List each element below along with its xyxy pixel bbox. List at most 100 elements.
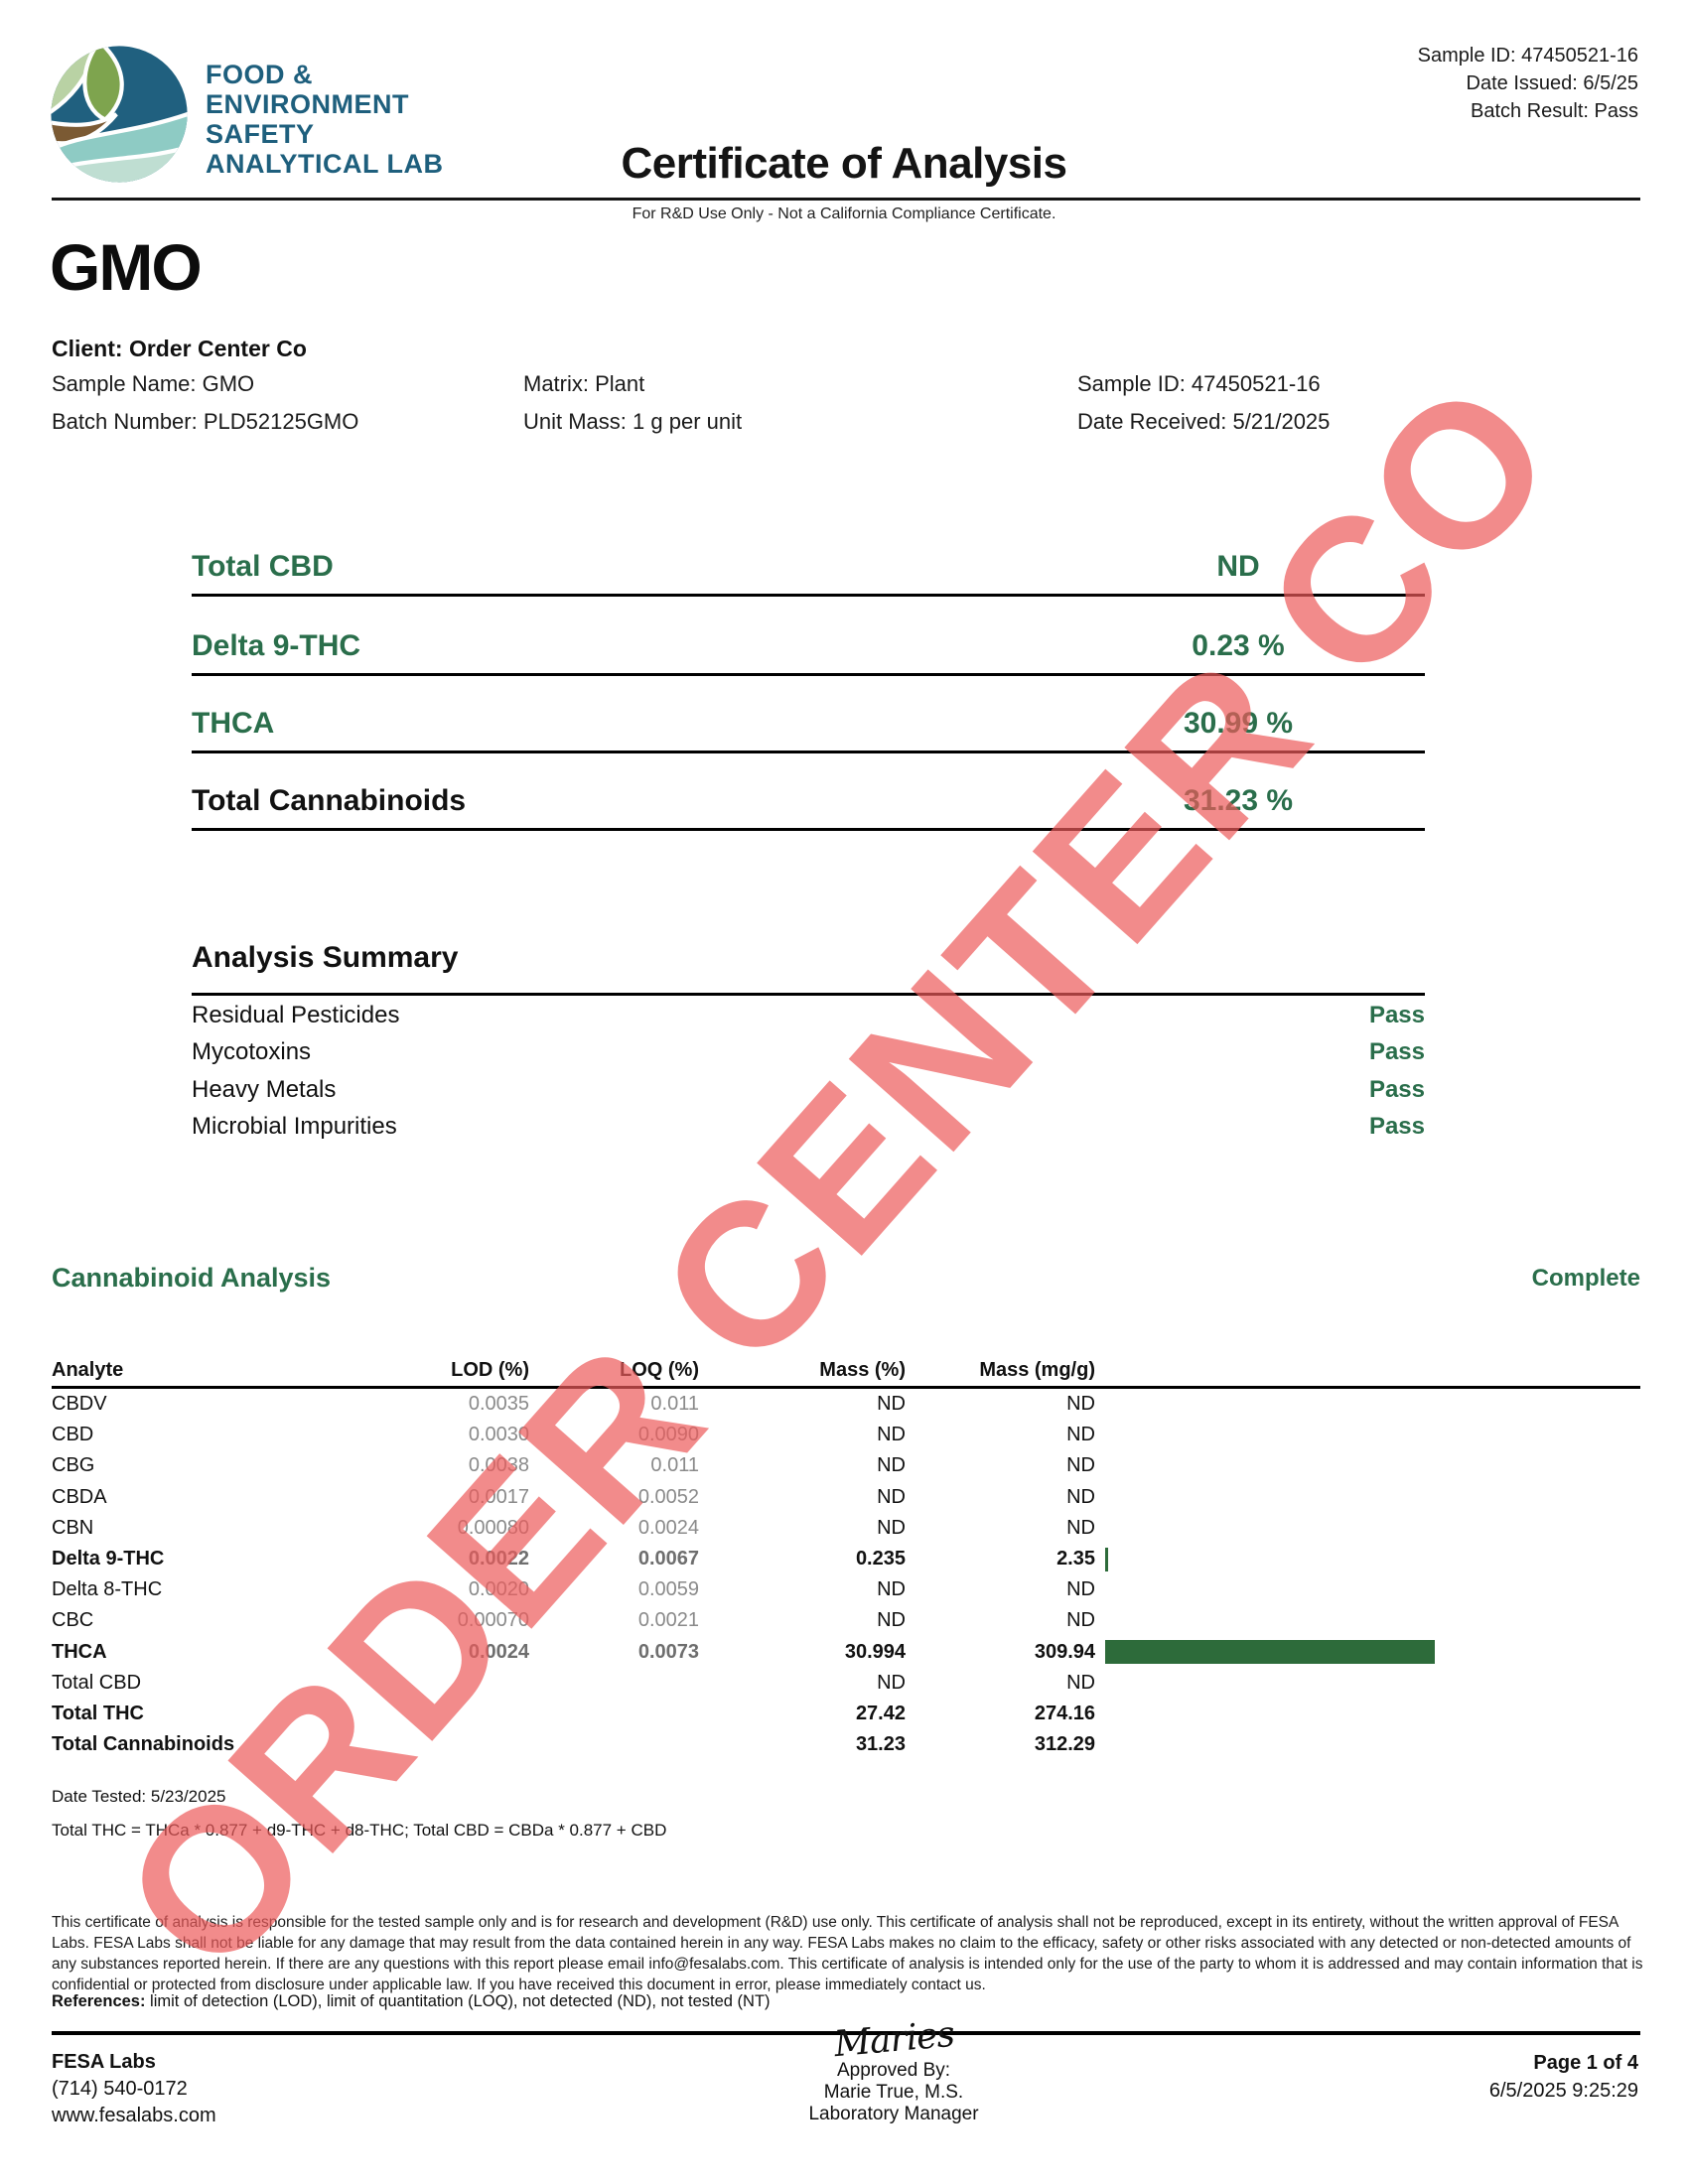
matrix: Matrix: Plant xyxy=(523,371,645,396)
mass-mgg: ND xyxy=(1066,1516,1095,1539)
mass-pct: 31.23 xyxy=(855,1733,906,1756)
mass-mgg: ND xyxy=(1066,1454,1095,1477)
lod: 0.0030 xyxy=(468,1424,529,1446)
lab-name-line: SAFETY xyxy=(206,119,315,149)
batch-number: Batch Number: PLD52125GMO xyxy=(52,409,359,434)
sample-name: Sample Name: GMO xyxy=(52,371,255,396)
table-row: Delta 8-THC 0.0020 0.0059 ND ND xyxy=(52,1574,1640,1605)
lod: 0.0024 xyxy=(468,1640,529,1663)
page-number: Page 1 of 4 xyxy=(1533,2052,1638,2074)
analyte: THCA xyxy=(52,1640,107,1663)
mass-mgg: ND xyxy=(1066,1609,1095,1632)
test-result: Pass xyxy=(1368,1113,1425,1140)
mass-mgg: ND xyxy=(1066,1671,1095,1694)
disclaimer: This certificate of analysis is responsi… xyxy=(52,1912,1680,1995)
lod: 0.0038 xyxy=(468,1454,529,1477)
cannabinoid-analysis-title: Cannabinoid Analysis xyxy=(52,1263,332,1293)
document-title: Certificate of Analysis xyxy=(621,139,1067,188)
lod: 0.00070 xyxy=(457,1609,529,1632)
mass-bar xyxy=(1105,1640,1435,1665)
table-row: CBD 0.0030 0.0090 ND ND xyxy=(52,1420,1640,1450)
footer-phone: (714) 540-0172 xyxy=(52,2078,188,2100)
document-subtitle: For R&D Use Only - Not a California Comp… xyxy=(632,205,1056,222)
table-row-total-cannabinoids: Total Cannabinoids 31.23 312.29 xyxy=(52,1729,1640,1760)
summary-value: ND xyxy=(1216,550,1260,583)
loq: 0.0073 xyxy=(637,1640,699,1663)
loq: 0.0090 xyxy=(637,1424,699,1446)
analysis-summary-divider xyxy=(192,993,1425,996)
footer-lab-name: FESA Labs xyxy=(52,2051,156,2073)
sample-id: Sample ID: 47450521-16 xyxy=(1077,371,1321,396)
analyte: Total CBD xyxy=(52,1671,142,1694)
col-loq: LOQ (%) xyxy=(620,1358,699,1381)
total-thc-formula: Total THC = THCa * 0.877 + d9-THC + d8-T… xyxy=(52,1821,667,1840)
table-row: CBG 0.0038 0.011 ND ND xyxy=(52,1450,1640,1481)
references-label: References: xyxy=(52,1992,146,2010)
mass-pct: ND xyxy=(877,1609,906,1632)
mass-mgg: ND xyxy=(1066,1393,1095,1416)
mass-mgg: 312.29 xyxy=(1034,1733,1095,1756)
analysis-summary-title: Analysis Summary xyxy=(192,941,459,974)
mass-pct: ND xyxy=(877,1424,906,1446)
references: References: limit of detection (LOD), li… xyxy=(52,1992,771,2011)
loq: 0.0067 xyxy=(637,1548,699,1570)
summary-label: Total Cannabinoids xyxy=(192,784,467,817)
fesa-lab-logo-icon xyxy=(51,46,188,183)
test-name: Residual Pesticides xyxy=(192,1002,400,1028)
lod: 0.0017 xyxy=(468,1485,529,1508)
col-lod: LOD (%) xyxy=(451,1358,529,1381)
table-header: Analyte LOD (%) LOQ (%) Mass (%) Mass (m… xyxy=(52,1354,1640,1389)
disclaimer-line: confidential or protected from disclosur… xyxy=(52,1977,986,1993)
product-name: GMO xyxy=(50,230,203,304)
footer-website: www.fesalabs.com xyxy=(52,2105,216,2126)
table-row: CBN 0.00080 0.0024 ND ND xyxy=(52,1513,1640,1544)
mass-bar xyxy=(1105,1547,1108,1571)
mass-pct: ND xyxy=(877,1578,906,1601)
test-name: Heavy Metals xyxy=(192,1076,337,1103)
footer-approval: Maries Approved By: Marie True, M.S. Lab… xyxy=(740,2014,1048,2125)
references-text: limit of detection (LOD), limit of quant… xyxy=(145,1992,771,2010)
approver-title: Laboratory Manager xyxy=(808,2104,979,2124)
test-result: Pass xyxy=(1368,1038,1425,1065)
analyte: Delta 9-THC xyxy=(52,1548,165,1570)
header-date-issued: Date Issued: 6/5/25 xyxy=(1466,72,1638,94)
disclaimer-line: This certificate of analysis is responsi… xyxy=(52,1914,1619,1931)
mass-pct: 0.235 xyxy=(855,1548,906,1570)
summary-row-total-cannabinoids: Total Cannabinoids 31.23 % xyxy=(192,778,1425,831)
test-result: Pass xyxy=(1368,1002,1425,1028)
loq: 0.0059 xyxy=(637,1578,699,1601)
mass-mgg: 2.35 xyxy=(1056,1548,1095,1570)
mass-mgg: ND xyxy=(1066,1424,1095,1446)
mass-pct: ND xyxy=(877,1454,906,1477)
mass-pct: ND xyxy=(877,1485,906,1508)
mass-pct: ND xyxy=(877,1393,906,1416)
mass-pct: 27.42 xyxy=(855,1702,906,1724)
table-row-thca: THCA 0.0024 0.0073 30.994 309.94 xyxy=(52,1637,1640,1668)
table-row-total-thc: Total THC 27.42 274.16 xyxy=(52,1699,1640,1729)
lab-name-line: ANALYTICAL LAB xyxy=(206,149,444,179)
analyte: CBDA xyxy=(52,1485,107,1508)
lab-name: FOOD & ENVIRONMENT SAFETY ANALYTICAL LAB xyxy=(206,60,444,179)
col-analyte: Analyte xyxy=(52,1358,124,1381)
footer-lab-info: FESA Labs (714) 540-0172 www.fesalabs.co… xyxy=(52,2049,216,2129)
test-name: Microbial Impurities xyxy=(192,1113,397,1140)
approver-signature: Maries xyxy=(832,2013,955,2066)
title-divider xyxy=(52,198,1640,201)
summary-value: 30.99 % xyxy=(1183,707,1294,740)
summary-value: 31.23 % xyxy=(1183,784,1294,817)
footer-divider xyxy=(52,2031,1640,2035)
summary-value: 0.23 % xyxy=(1192,629,1285,662)
summary-label: THCA xyxy=(192,707,275,740)
table-row-delta9-thc: Delta 9-THC 0.0022 0.0067 0.235 2.35 xyxy=(52,1544,1640,1574)
mass-mgg: 309.94 xyxy=(1034,1640,1095,1663)
lod: 0.0035 xyxy=(468,1393,529,1416)
table-row: CBDV 0.0035 0.011 ND ND xyxy=(52,1389,1640,1420)
summary-label: Total CBD xyxy=(192,550,334,583)
client-line: Client: Order Center Co xyxy=(52,336,307,361)
analyte: Total THC xyxy=(52,1702,144,1724)
table-row: Total CBD ND ND xyxy=(52,1668,1640,1699)
lod: 0.0022 xyxy=(468,1548,529,1570)
analyte: CBD xyxy=(52,1424,94,1446)
lod: 0.00080 xyxy=(457,1516,529,1539)
loq: 0.0021 xyxy=(637,1609,699,1632)
